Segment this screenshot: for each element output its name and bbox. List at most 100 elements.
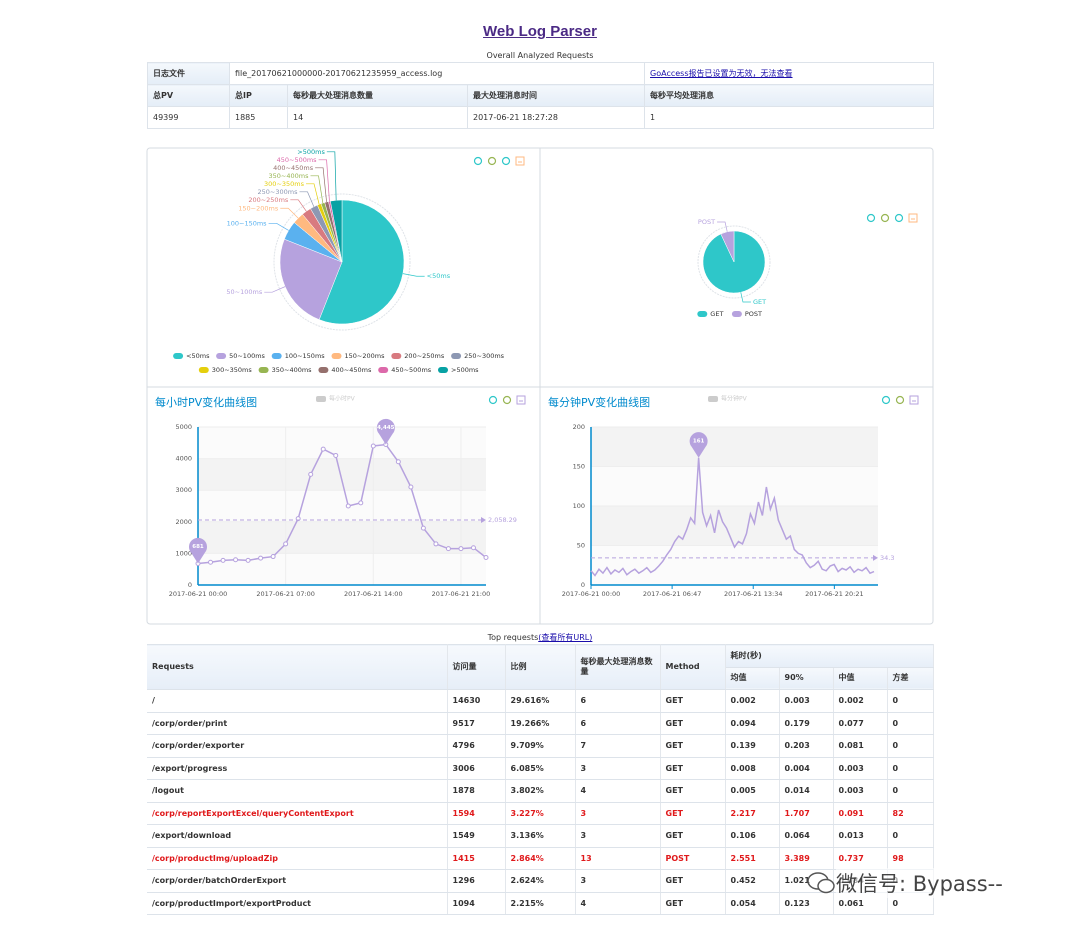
legend-icon bbox=[173, 353, 184, 359]
cell: 0.003 bbox=[779, 689, 834, 713]
cell: /corp/reportExportExcel/queryContentExpo… bbox=[147, 801, 448, 825]
cell: GoAccess报告已设置为无效，无法查看 bbox=[644, 62, 935, 85]
grid-band bbox=[198, 521, 486, 554]
cell: 0.139 bbox=[725, 734, 780, 758]
cell: 0 bbox=[887, 711, 934, 735]
point bbox=[258, 555, 264, 561]
cell: 0 bbox=[887, 779, 934, 803]
toolbox-icon bbox=[894, 213, 904, 223]
cell: 0.094 bbox=[725, 711, 780, 735]
icon-shape bbox=[487, 156, 497, 166]
cell: 0.106 bbox=[725, 824, 780, 848]
cell: /corp/productImport/exportProduct bbox=[147, 891, 448, 915]
cell: 2.864% bbox=[505, 846, 576, 870]
page-title[interactable]: Web Log Parser bbox=[483, 23, 597, 40]
icon-shape bbox=[908, 213, 918, 223]
point bbox=[420, 525, 426, 531]
caption-text: Top requests bbox=[487, 633, 539, 642]
cell: GET bbox=[660, 801, 726, 825]
column-header: 总IP bbox=[229, 84, 288, 107]
cell: 0.737 bbox=[833, 846, 888, 870]
point bbox=[320, 446, 326, 452]
label-line bbox=[280, 207, 299, 219]
point bbox=[208, 559, 214, 565]
toolbox-icon bbox=[880, 213, 890, 223]
cell: GET bbox=[660, 869, 726, 893]
cell: 29.616% bbox=[505, 689, 576, 713]
pie-ring bbox=[697, 225, 771, 299]
mark-pin bbox=[376, 418, 395, 445]
point bbox=[370, 443, 376, 449]
grid-band bbox=[198, 458, 486, 491]
cell: GET bbox=[660, 711, 726, 735]
x-tick-label: 2017-06-21 00:00 bbox=[562, 590, 621, 598]
toolbox-icon bbox=[502, 395, 512, 405]
cell: 0.091 bbox=[833, 801, 888, 825]
toolbox-icon bbox=[515, 156, 525, 166]
slice-label: 200~250ms bbox=[248, 196, 289, 204]
legend-label: 每小时PV bbox=[329, 395, 356, 403]
grid-band bbox=[591, 466, 878, 506]
header-row: Requests 访问量 比例 每秒最大处理消息数量 Method 耗时(秒) bbox=[147, 644, 934, 690]
column-header: 总PV bbox=[147, 84, 230, 107]
cell: 1296 bbox=[447, 869, 506, 893]
x-tick-label: 2017-06-21 00:00 bbox=[169, 590, 228, 598]
column-header: 最大处理消息时间 bbox=[466, 84, 646, 107]
legend-label: 300~350ms bbox=[212, 366, 253, 374]
icon-shape bbox=[473, 156, 483, 166]
point bbox=[408, 484, 414, 490]
series-line bbox=[590, 457, 875, 577]
legend-icon bbox=[697, 311, 708, 317]
x-tick-label: 2017-06-21 14:00 bbox=[344, 590, 403, 598]
point bbox=[220, 557, 226, 563]
cell: 4 bbox=[575, 779, 661, 803]
cell: 0.203 bbox=[779, 734, 834, 758]
column-header: 每秒最大处理消息数量 bbox=[575, 644, 661, 690]
subtitle: Overall Analyzed Requests bbox=[486, 51, 594, 60]
label-line bbox=[326, 151, 337, 201]
y-tick-label: 2000 bbox=[175, 518, 192, 526]
icon-shape bbox=[909, 395, 919, 405]
legend-icon bbox=[708, 396, 718, 402]
toolbox-icon bbox=[501, 156, 511, 166]
cell: 19.266% bbox=[505, 711, 576, 735]
cell: /corp/order/batchOrderExport bbox=[147, 869, 448, 893]
requests-table: Requests 访问量 比例 每秒最大处理消息数量 Method 耗时(秒) 均值 90% 中… bbox=[147, 644, 934, 915]
mark-label: 161 bbox=[693, 438, 705, 444]
y-tick-label: 150 bbox=[573, 463, 585, 471]
row: 49399 1885 14 2017-06-21 18:27:28 1 bbox=[147, 106, 935, 129]
cell: /corp/order/exporter bbox=[147, 734, 448, 758]
grid-band bbox=[198, 553, 486, 585]
cell: 1885 bbox=[229, 106, 288, 129]
all-url-link[interactable]: (查看所有URL) bbox=[538, 633, 593, 642]
cell: 14 bbox=[287, 106, 468, 129]
icon-shape bbox=[516, 395, 526, 405]
goaccess-link[interactable]: GoAccess报告已设置为无效，无法查看 bbox=[650, 69, 793, 78]
label-line bbox=[315, 167, 327, 202]
slice-label: 450~500ms bbox=[277, 156, 318, 164]
cell: 6 bbox=[575, 711, 661, 735]
cell: 0.081 bbox=[833, 734, 888, 758]
cell: 14630 bbox=[447, 689, 506, 713]
legend-icon bbox=[318, 367, 329, 373]
slice-label: <50ms bbox=[427, 272, 451, 280]
cell: 0.008 bbox=[725, 756, 780, 780]
cell: 82 bbox=[887, 801, 934, 825]
legend-icon bbox=[378, 367, 389, 373]
point bbox=[445, 546, 451, 552]
cell: 2.217 bbox=[725, 801, 780, 825]
cell: 0 bbox=[887, 734, 934, 758]
cell: 1878 bbox=[447, 779, 506, 803]
cell: 3.136% bbox=[505, 824, 576, 848]
file-name: file_20170621000000-20170621235959_acces… bbox=[228, 62, 646, 85]
x-tick-label: 2017-06-21 21:00 bbox=[432, 590, 491, 598]
toolbox-icon bbox=[895, 395, 905, 405]
toolbox-icon bbox=[516, 395, 526, 405]
request-row: /corp/order/exporter 4796 9.709% 7 GET 0.139 0… bbox=[147, 734, 934, 758]
legend-label: 250~300ms bbox=[464, 352, 505, 360]
cell: 13 bbox=[575, 846, 661, 870]
y-tick-label: 1000 bbox=[175, 549, 192, 557]
point bbox=[245, 557, 251, 563]
grid-band bbox=[591, 427, 878, 467]
cell: /export/progress bbox=[147, 756, 448, 780]
